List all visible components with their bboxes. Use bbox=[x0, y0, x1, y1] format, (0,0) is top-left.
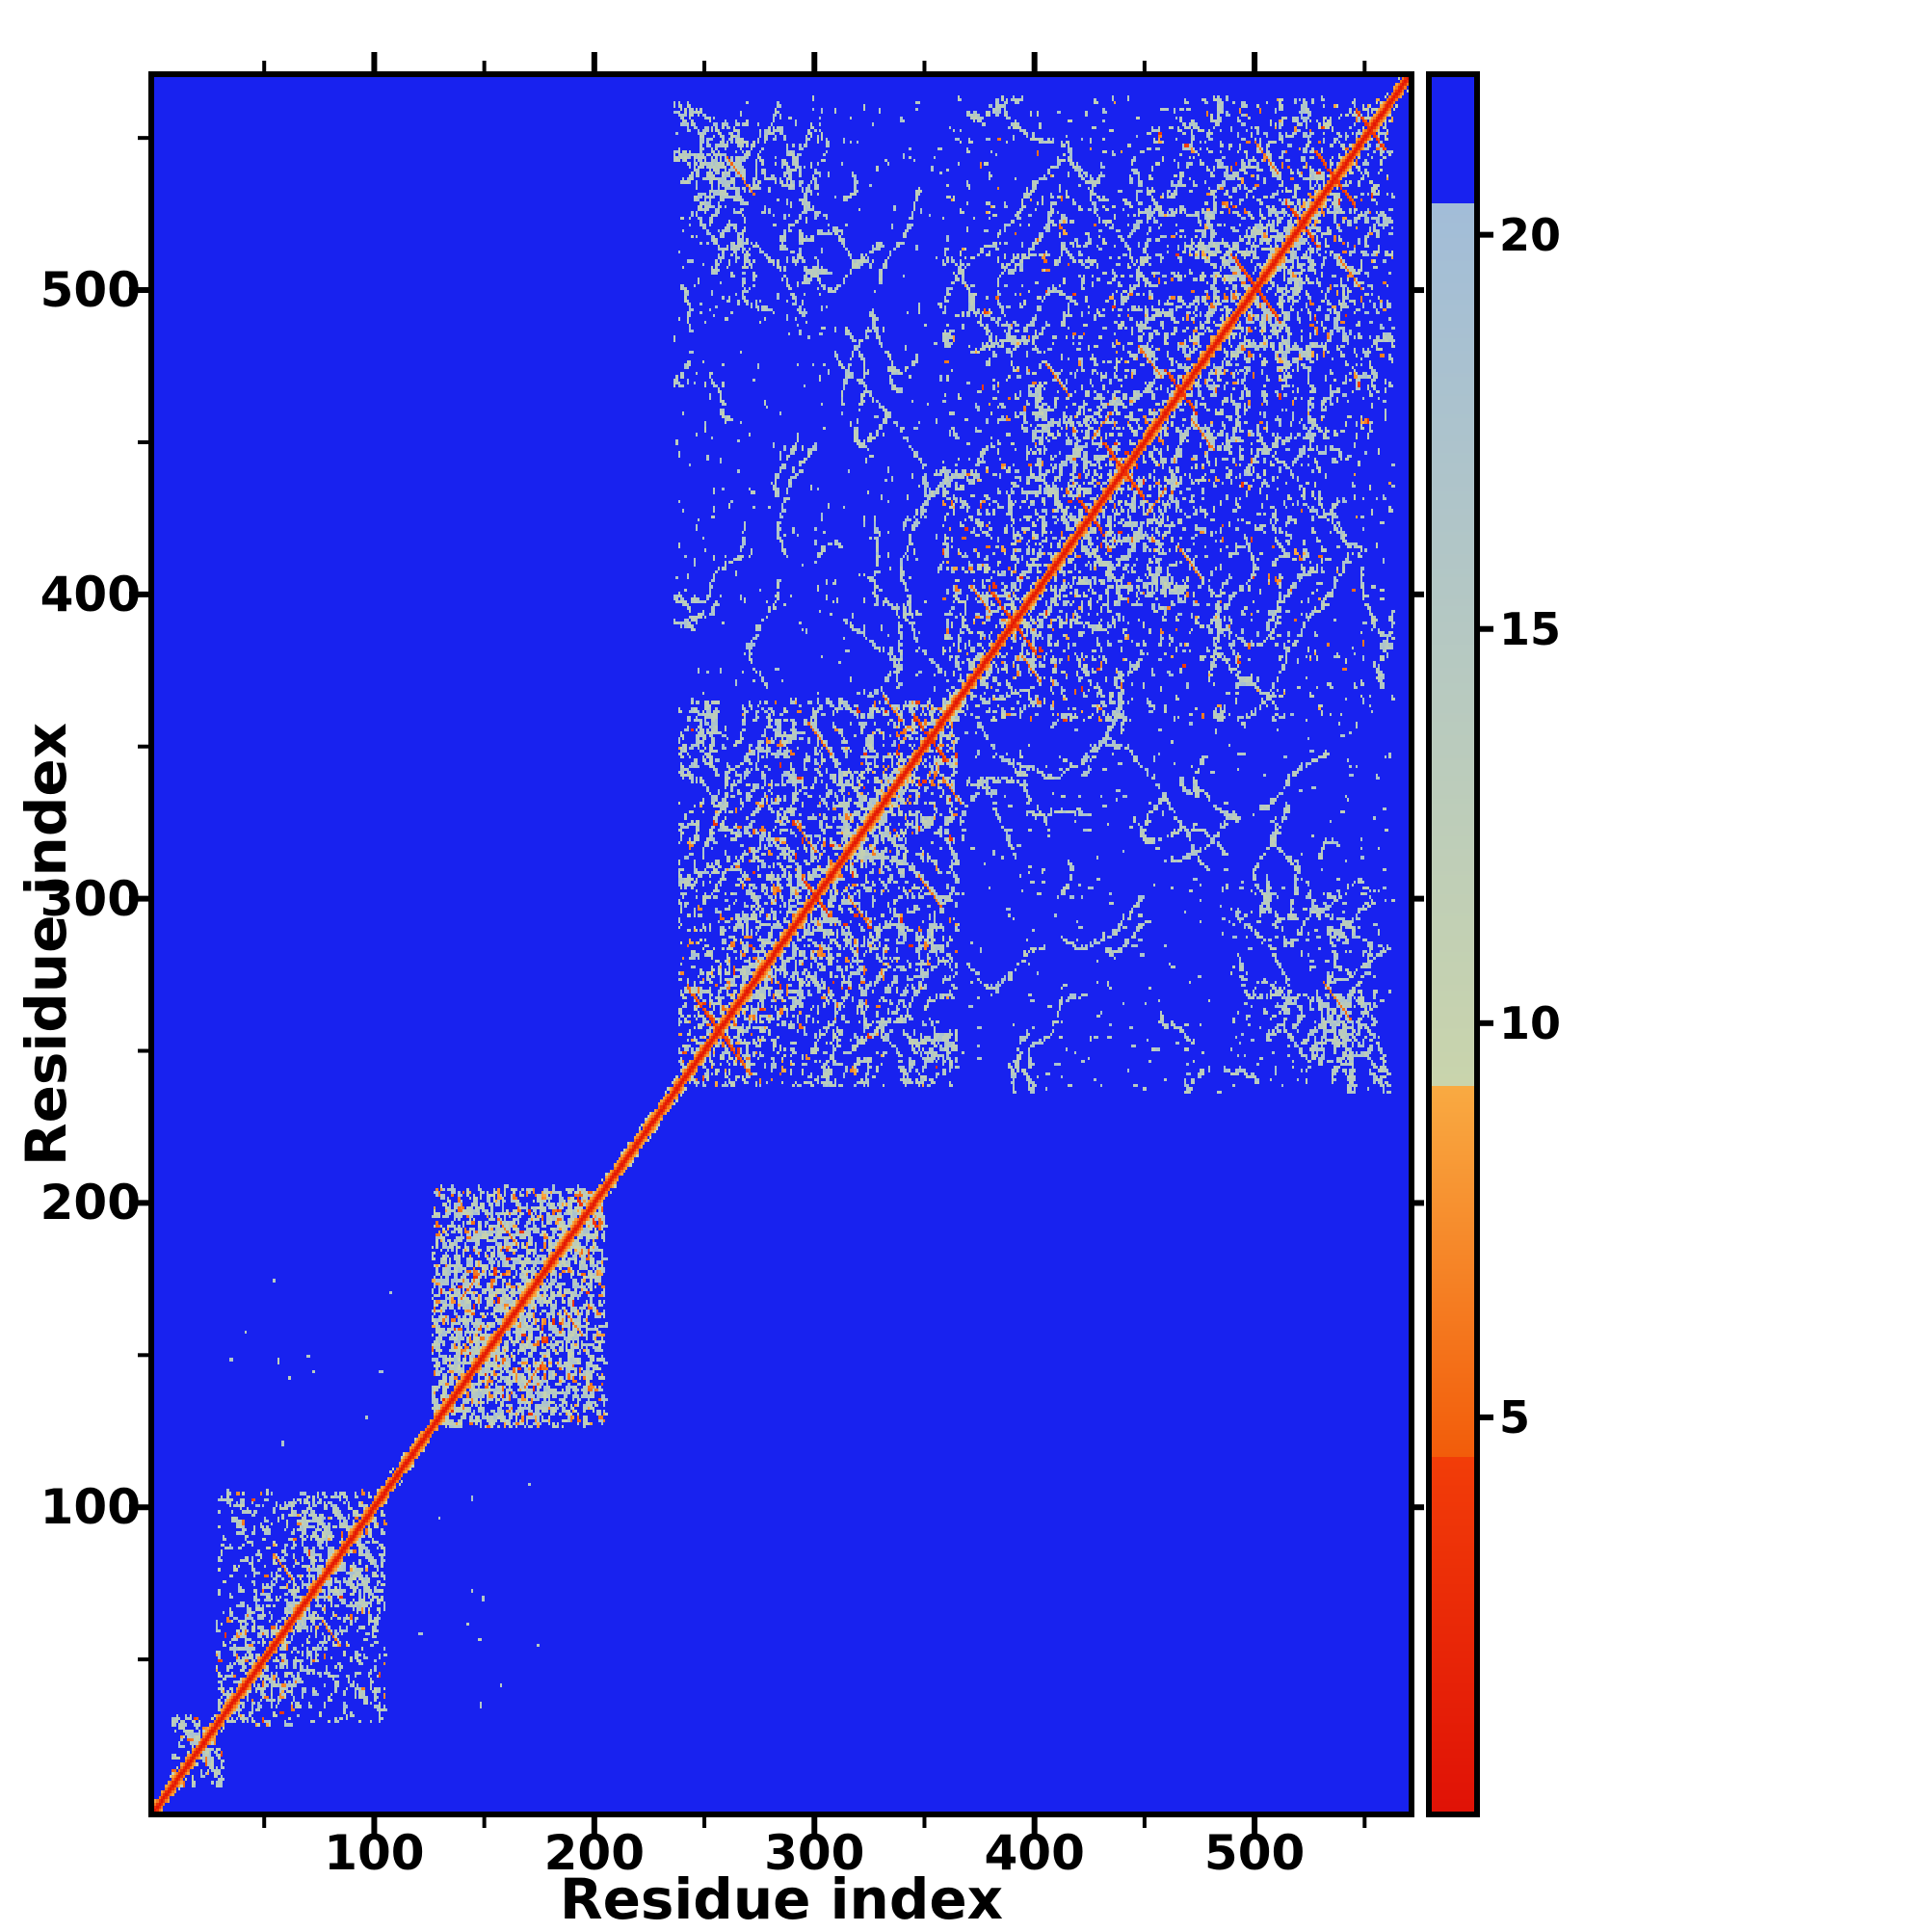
colorbar-canvas bbox=[1432, 77, 1474, 1812]
x-tick-label: 400 bbox=[984, 1825, 1085, 1881]
contact-map-canvas bbox=[154, 77, 1409, 1812]
colorbar-tick-label: 5 bbox=[1499, 1390, 1531, 1443]
colorbar-tick-label: 20 bbox=[1499, 208, 1562, 261]
y-tick-label: 500 bbox=[40, 262, 141, 319]
y-tick-label: 300 bbox=[40, 870, 141, 927]
colorbar-tick-label: 15 bbox=[1499, 602, 1562, 655]
x-axis-title: Residue index bbox=[559, 1866, 1004, 1932]
x-tick-label: 100 bbox=[324, 1825, 425, 1881]
colorbar-tick-label: 10 bbox=[1499, 996, 1562, 1049]
y-tick-label: 200 bbox=[40, 1175, 141, 1231]
y-axis-title: Residue index bbox=[13, 722, 79, 1167]
x-tick-label: 300 bbox=[764, 1825, 865, 1881]
y-tick-label: 100 bbox=[40, 1479, 141, 1536]
y-tick-label: 400 bbox=[40, 566, 141, 622]
x-tick-label: 200 bbox=[543, 1825, 646, 1881]
x-tick-label: 500 bbox=[1203, 1825, 1306, 1881]
